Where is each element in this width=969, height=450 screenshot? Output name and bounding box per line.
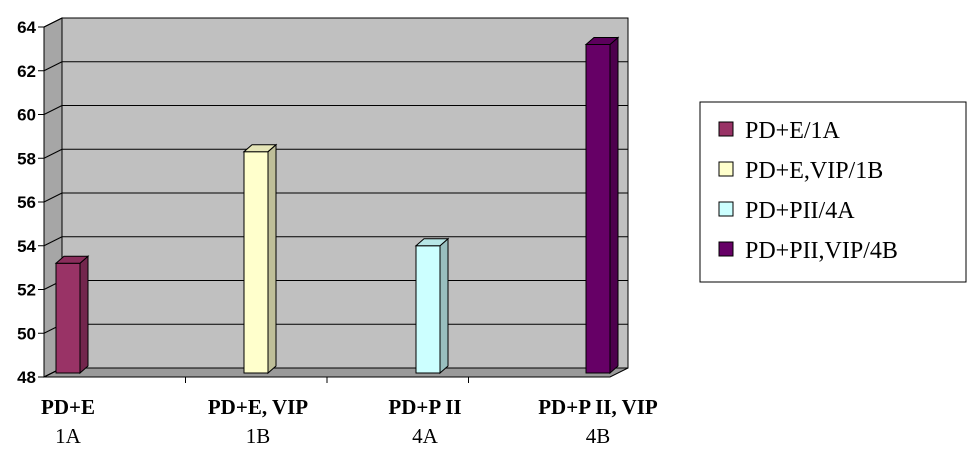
y-tick-label: 54 bbox=[17, 237, 36, 256]
plot-walls bbox=[43, 17, 629, 378]
bar-front bbox=[415, 245, 441, 374]
bar-top bbox=[414, 238, 450, 247]
bar-PD+PII/4A bbox=[414, 237, 450, 375]
legend-swatch bbox=[718, 161, 734, 177]
x-category-sublabel: 1B bbox=[246, 424, 271, 448]
legend: PD+E/1A PD+E,VIP/1B PD+PII/4A PD+PII,VIP/4B bbox=[699, 101, 967, 283]
gridline-side bbox=[43, 17, 63, 28]
x-category-label: PD+P II bbox=[388, 395, 461, 419]
legend-label: PD+E/1A bbox=[745, 118, 841, 144]
y-tick-label: 58 bbox=[17, 149, 36, 168]
y-tick-label: 60 bbox=[17, 106, 36, 125]
bar-top bbox=[584, 37, 620, 45]
bar-side bbox=[609, 36, 619, 375]
bar-side bbox=[267, 143, 277, 375]
x-category-label: PD+E bbox=[41, 395, 95, 419]
bar-side bbox=[79, 255, 89, 375]
floor bbox=[43, 367, 629, 378]
legend-swatch bbox=[718, 201, 734, 217]
y-tick-label: 62 bbox=[17, 62, 36, 81]
x-category-sublabel: 1A bbox=[55, 424, 82, 448]
x-category-label: PD+P II, VIP bbox=[538, 395, 658, 419]
y-tick-label: 64 bbox=[17, 18, 36, 37]
gridline-side bbox=[43, 105, 63, 115]
gridline-side bbox=[43, 236, 63, 247]
y-axis-ticks: 48 50 52 54 56 58 60 62 64 bbox=[17, 18, 469, 387]
bar-PD+PII,VIP/4B bbox=[584, 36, 620, 375]
x-category-label: PD+E, VIP bbox=[208, 395, 308, 419]
y-tick-label: 52 bbox=[17, 281, 36, 300]
gridline-side bbox=[43, 192, 63, 203]
legend-swatch bbox=[718, 121, 734, 137]
gridlines bbox=[43, 17, 628, 378]
bar-top bbox=[242, 144, 278, 153]
bar-PD+E/1A bbox=[54, 255, 90, 375]
legend-swatch bbox=[718, 241, 734, 257]
bar-top bbox=[54, 255, 90, 264]
legend-box bbox=[699, 101, 967, 283]
bars bbox=[54, 36, 620, 375]
gridline-side bbox=[43, 148, 63, 159]
bar-front bbox=[585, 44, 611, 374]
bar-side bbox=[439, 237, 449, 375]
bar-front bbox=[55, 262, 81, 374]
y-tick-label: 50 bbox=[17, 324, 36, 343]
y-tick-label: 56 bbox=[17, 193, 36, 212]
x-axis-labels: PD+E 1A PD+E, VIP 1B PD+P II 4A PD+P II, VIP 4B bbox=[41, 395, 658, 448]
gridline-side bbox=[43, 61, 63, 72]
bar-front bbox=[243, 151, 269, 374]
y-tick-label: 48 bbox=[17, 368, 36, 387]
legend-label: PD+E,VIP/1B bbox=[745, 158, 883, 184]
legend-label: PD+PII,VIP/4B bbox=[745, 238, 898, 264]
legend-label: PD+PII/4A bbox=[745, 198, 855, 224]
x-category-sublabel: 4B bbox=[586, 424, 611, 448]
bar-PD+E,VIP/1B bbox=[242, 143, 278, 375]
x-category-sublabel: 4A bbox=[412, 424, 439, 448]
